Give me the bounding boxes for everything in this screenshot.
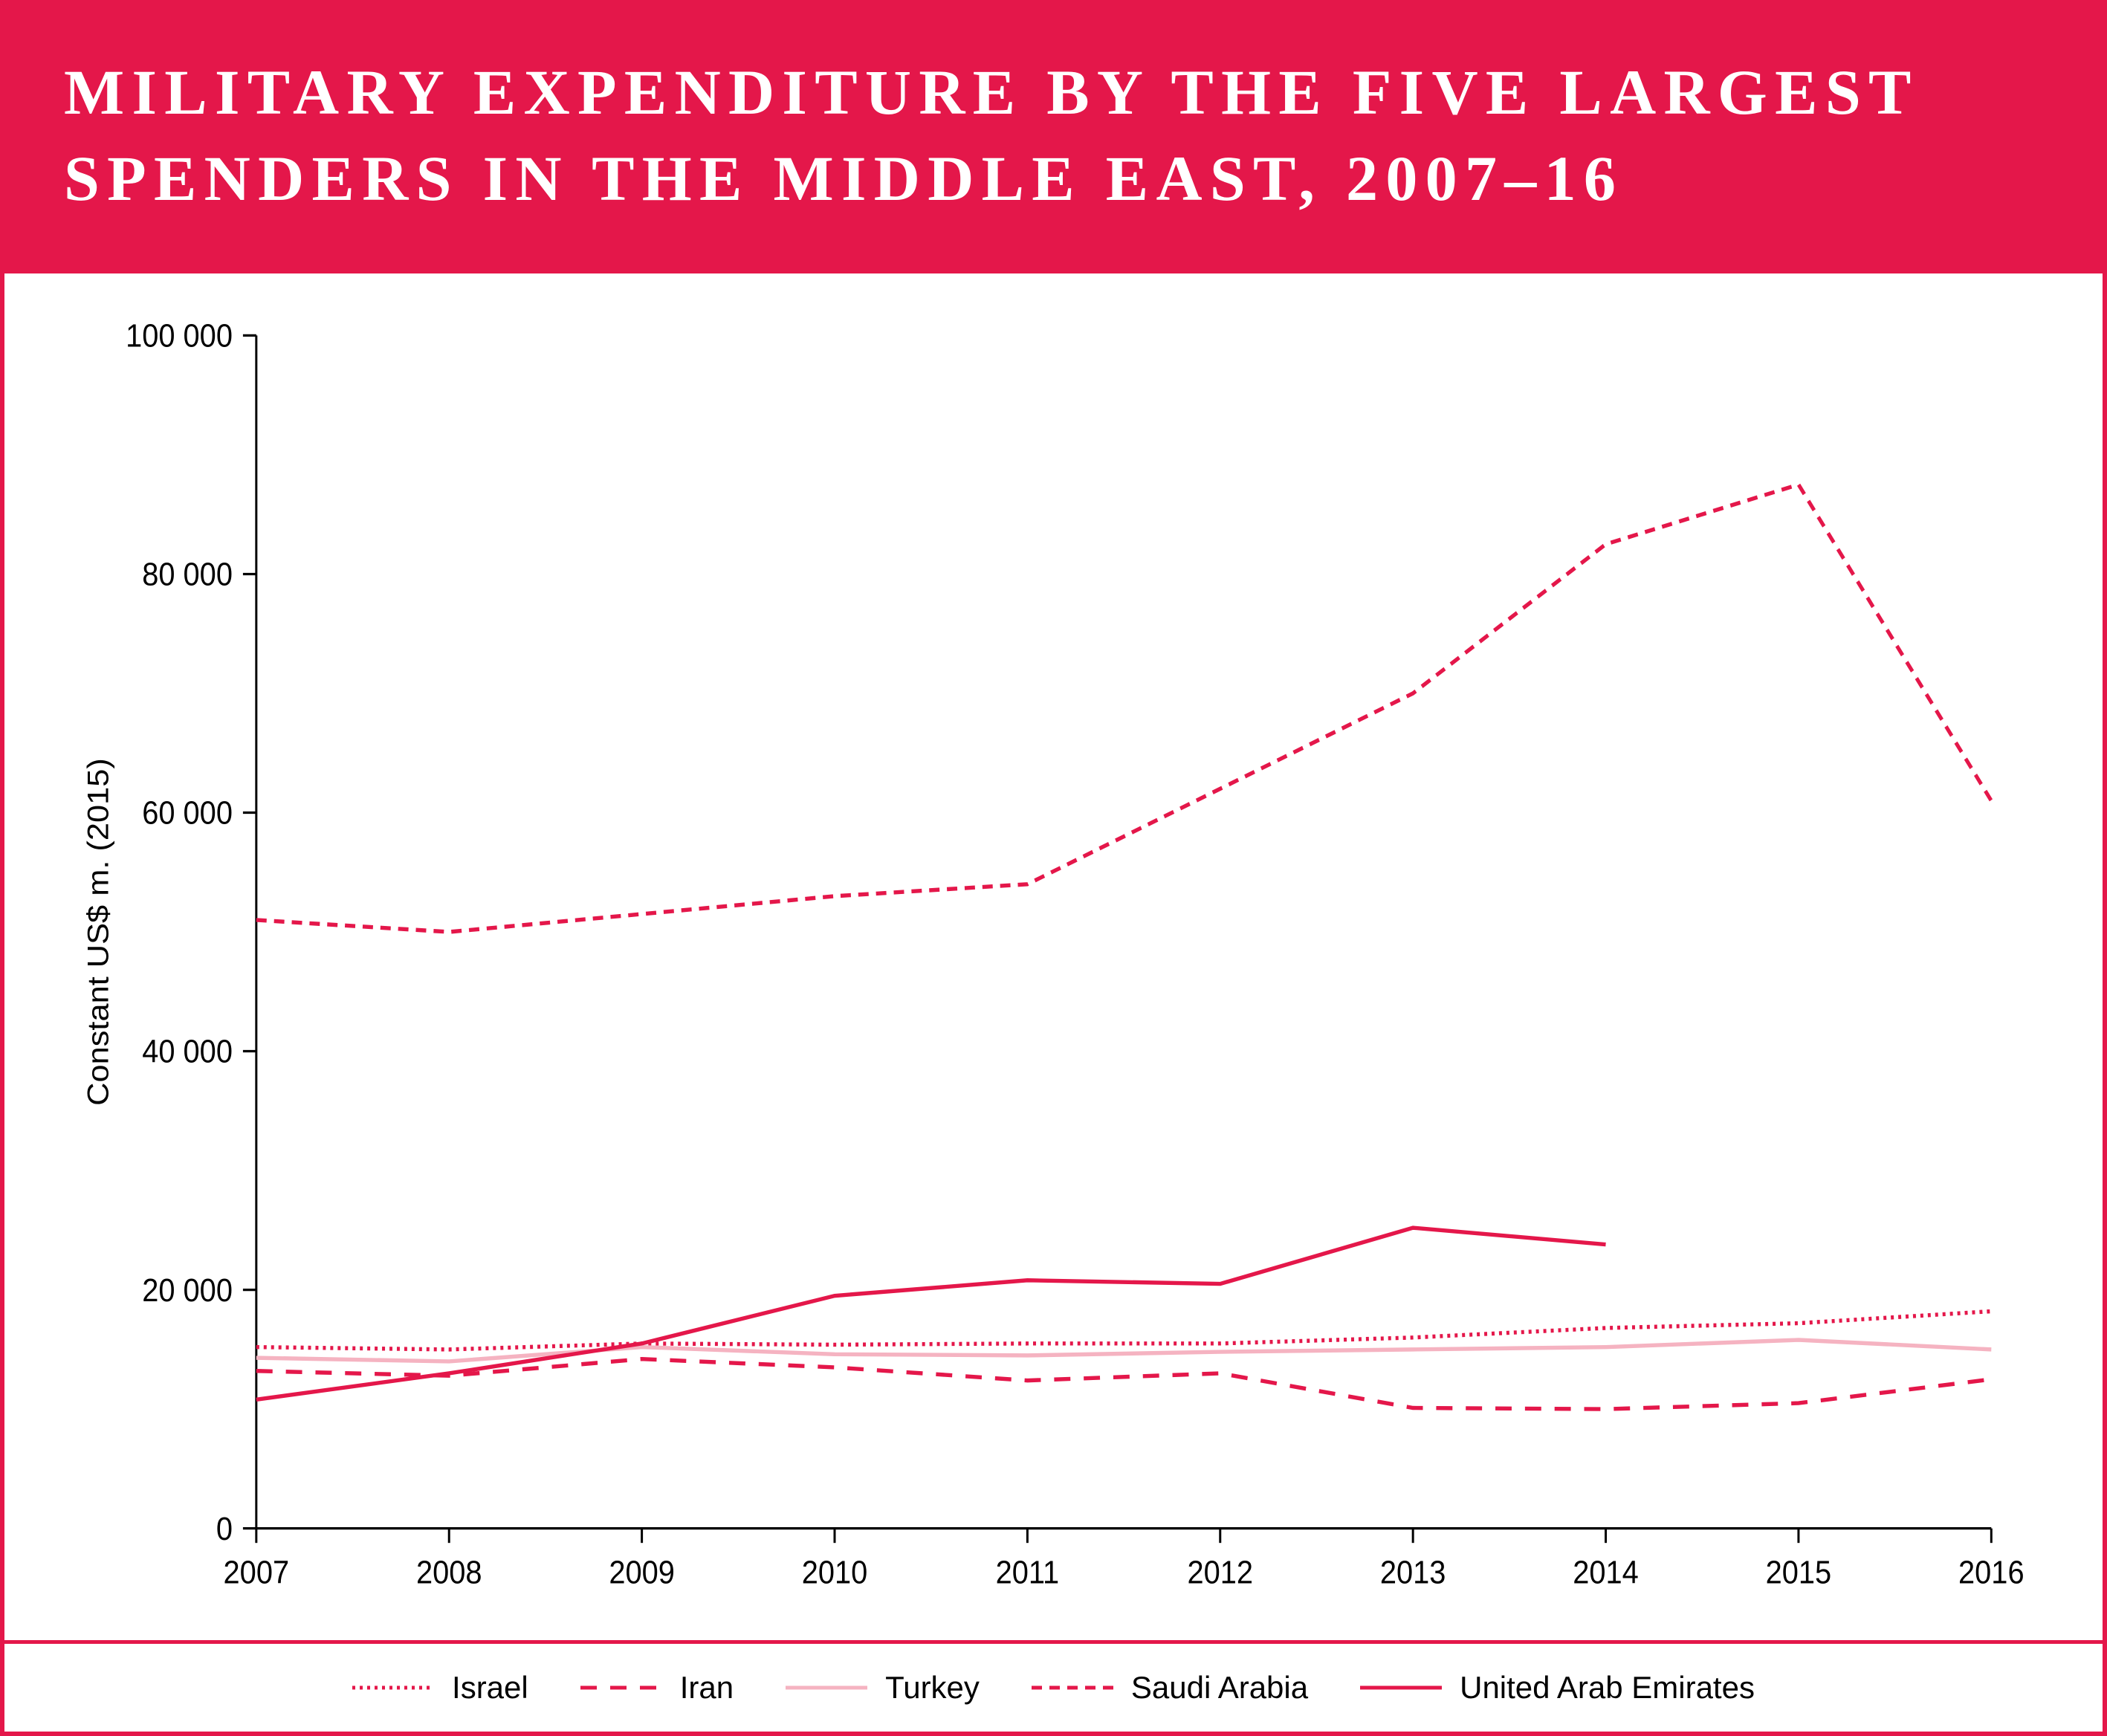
legend-swatch <box>1360 1673 1442 1703</box>
series-line-united-arab-emirates <box>256 1228 1606 1399</box>
x-tick-label: 2008 <box>416 1554 482 1590</box>
y-tick-label: 40 000 <box>142 1033 233 1069</box>
legend-swatch <box>580 1673 662 1703</box>
x-tick-label: 2010 <box>802 1554 868 1590</box>
chart-header: MILITARY EXPENDITURE BY THE FIVE LARGEST… <box>4 4 2103 273</box>
legend-label: United Arab Emirates <box>1460 1670 1755 1706</box>
legend-label: Saudi Arabia <box>1131 1670 1308 1706</box>
y-tick-label: 60 000 <box>142 794 233 831</box>
x-tick-label: 2009 <box>609 1554 675 1590</box>
chart-legend: Israel Iran Turkey Saudi Arabia United Arab … <box>4 1640 2103 1732</box>
x-tick-label: 2012 <box>1187 1554 1253 1590</box>
chart-container: MILITARY EXPENDITURE BY THE FIVE LARGEST… <box>0 0 2107 1736</box>
series-line-saudi-arabia <box>256 485 1991 932</box>
y-tick-label: 20 000 <box>142 1272 233 1308</box>
series-line-iran <box>256 1359 1991 1409</box>
legend-label: Turkey <box>885 1670 980 1706</box>
legend-swatch <box>352 1673 434 1703</box>
chart-title: MILITARY EXPENDITURE BY THE FIVE LARGEST… <box>64 49 2043 221</box>
legend-swatch <box>1032 1673 1113 1703</box>
y-tick-label: 100 000 <box>126 317 233 354</box>
y-axis-label: Constant US$ m. (2015) <box>81 758 114 1106</box>
legend-item-israel: Israel <box>352 1670 528 1706</box>
legend-swatch <box>786 1673 867 1703</box>
x-tick-label: 2007 <box>224 1554 290 1590</box>
line-chart-svg: 0 20 000 40 000 60 000 80 000 100 000 2007 2008… <box>64 303 2043 1625</box>
x-tick-label: 2015 <box>1766 1554 1832 1590</box>
x-tick-label: 2013 <box>1380 1554 1446 1590</box>
legend-item-united-arab-emirates: United Arab Emirates <box>1360 1670 1755 1706</box>
legend-item-iran: Iran <box>580 1670 734 1706</box>
legend-item-turkey: Turkey <box>786 1670 980 1706</box>
y-tick-label: 0 <box>216 1510 233 1546</box>
legend-label: Israel <box>452 1670 528 1706</box>
chart-plot-area: 0 20 000 40 000 60 000 80 000 100 000 2007 2008… <box>4 273 2103 1640</box>
y-tick-label: 80 000 <box>142 556 233 592</box>
x-tick-label: 2014 <box>1573 1554 1639 1590</box>
legend-item-saudi-arabia: Saudi Arabia <box>1032 1670 1308 1706</box>
x-tick-label: 2016 <box>1958 1554 2025 1590</box>
legend-label: Iran <box>680 1670 734 1706</box>
x-tick-label: 2011 <box>996 1554 1060 1590</box>
